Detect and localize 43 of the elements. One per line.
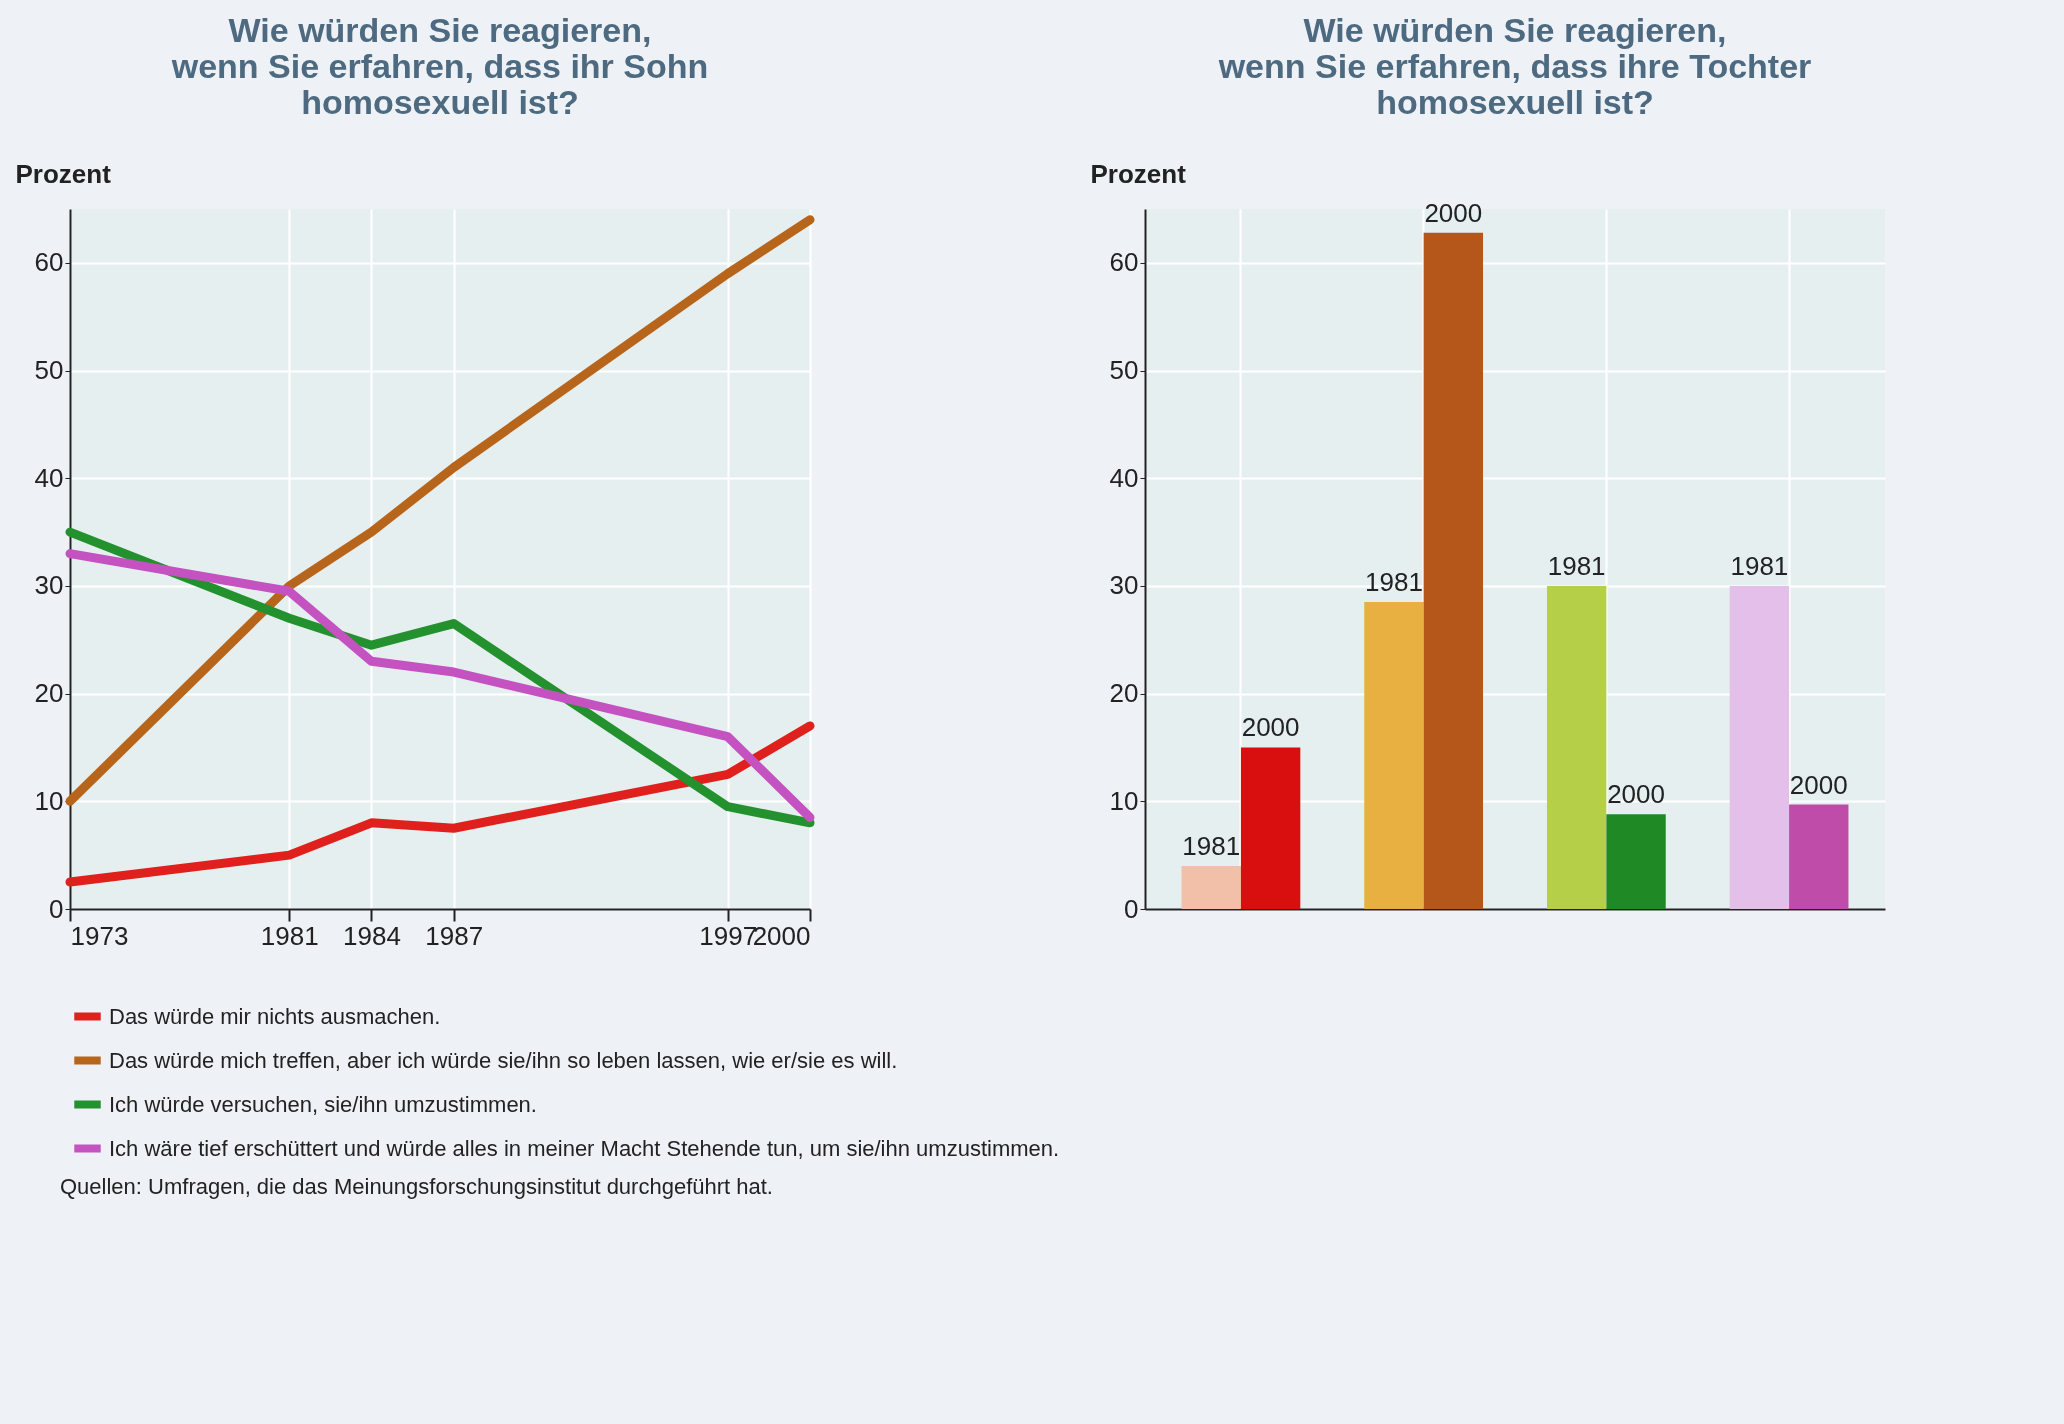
y-tick-label: 60 [1109,247,1139,278]
y-axis-title: Prozent [1090,158,1187,189]
legend-label: Ich wäre tief erschüttert und würde alles in meiner Macht Stehende tun, um sie/ihn umzustimmen. [109,1135,1060,1161]
source-note: Quellen: Umfragen, die das Meinungsforschungsinstitut durchgeführt hat. [60,1174,774,1200]
chart-title: Wie würden Sie reagieren, wenn Sie erfahren, dass ihr Sohn homosexuell ist? [170,11,709,121]
y-tick-label: 30 [34,570,64,601]
bar [1546,585,1607,909]
legend-label: Das würde mir nichts ausmachen. [109,1003,441,1029]
text: 1981 [1547,550,1606,581]
series-label: 1981 [1182,830,1241,861]
y-tick-label: 0 [49,893,64,924]
bar [1789,804,1849,909]
text: 2000 [1607,779,1665,810]
y-tick-label: 50 [34,355,64,386]
text: 2000 [1424,197,1483,228]
y-tick-label: 10 [1109,785,1139,816]
y-tick-label: 50 [1109,355,1139,386]
y-tick-label: 20 [34,678,64,709]
legend-label: Das würde mich treffen, aber ich würde sie/ihn so leben lassen, wie er/sie es will. [109,1047,898,1073]
bar [1423,232,1484,909]
series-label: 2000 [1241,712,1300,743]
chart-title: Wie würden Sie reagieren, wenn Sie erfahren, dass ihre Tochter homosexuell ist? [1217,11,1812,121]
text: 1981 [1730,550,1789,581]
text: 1981 [1365,567,1423,598]
x-tick-label: 1973 [70,920,129,951]
y-tick-label: 40 [34,462,64,493]
bar [1364,602,1424,909]
y-tick-label: 40 [1109,462,1139,493]
y-axis-title: Prozent [15,158,112,189]
bar [1181,865,1241,909]
y-tick-label: 20 [1109,678,1139,709]
bar [1729,585,1790,909]
y-tick-label: 10 [34,785,64,816]
x-tick-label: 1987 [425,920,484,951]
y-tick-label: 0 [1124,893,1139,924]
text: 2000 [1789,769,1848,800]
x-tick-label: 1984 [343,920,401,951]
y-tick-label: 30 [1109,570,1139,601]
y-tick-label: 60 [34,247,64,278]
legend-label: Ich würde versuchen, sie/ihn umzustimmen. [109,1091,537,1117]
bar [1606,814,1666,909]
x-tick-label: 1981 [260,920,319,951]
bar [1240,747,1301,909]
